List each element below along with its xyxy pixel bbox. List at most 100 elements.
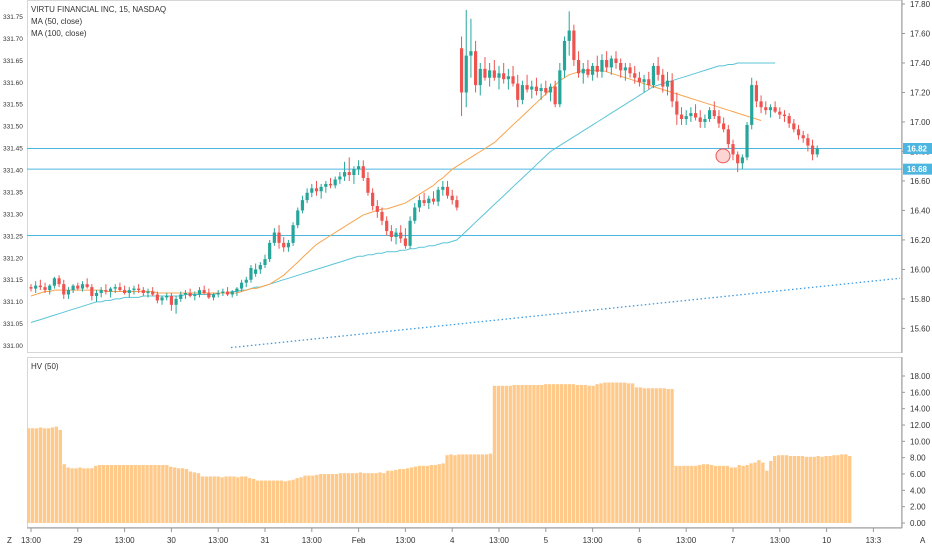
hv-bar [698,465,702,523]
time-tick-label: 13:00 [302,536,323,545]
candle [90,284,94,301]
candle [366,172,370,196]
candle-body [197,290,202,295]
hv-bar [484,454,489,523]
hv-bar [236,477,240,523]
zoom-button[interactable]: Z [7,536,12,545]
hv-bar [461,454,465,523]
hv-bar [263,480,268,523]
candle [244,276,248,288]
candle-body [375,206,379,212]
candle [609,55,613,75]
hv-bar [666,389,670,523]
hv-bar [749,463,753,523]
hv-bar [149,465,153,523]
candle-body [459,48,464,93]
candle [174,295,178,314]
hv-bar [638,387,643,523]
candle-body [759,101,763,108]
left-tick-label: 331.25 [3,233,23,240]
candle-body [651,65,656,86]
candle [488,62,492,87]
candle [394,228,398,245]
candle-body [464,55,468,93]
candle [324,180,328,193]
time-tick-label: 13:00 [489,536,510,545]
hv-bar [737,465,741,523]
hv-bar [725,465,730,523]
candle-body [165,295,169,298]
candle [600,54,604,78]
hv-bar [204,476,208,523]
candle [548,83,553,102]
candle-body [745,124,749,158]
hv-bar [54,426,58,523]
hv-bar [350,473,355,523]
hv-bar [94,465,98,523]
time-tick-label: 13:00 [115,536,136,545]
candle [726,124,730,149]
candle [408,216,412,249]
candle-body [399,232,403,239]
candle [525,74,529,93]
candle [605,51,609,72]
candle-body [413,207,417,221]
candle [810,139,815,161]
candle [132,285,136,295]
candle [197,287,202,298]
hv-bar [504,385,508,523]
hv-bar [311,475,315,523]
candle [576,51,581,78]
candle-body [268,242,272,260]
hv-bar [784,455,789,523]
candle-body [80,284,85,289]
hv-bar [121,465,126,523]
time-tick-label: 31 [261,536,270,545]
candle [62,279,66,299]
hv-bar [690,465,694,523]
hv-bar [109,465,114,523]
hv-bar [200,476,205,523]
candle [108,287,113,298]
candle [572,24,576,66]
candle-body [300,200,305,211]
hv-bar [275,480,280,523]
candle [417,195,422,212]
hv-bar [587,385,591,523]
candle-body [76,285,80,289]
candle [342,161,347,181]
candle [562,36,567,78]
hv-bar [386,470,390,523]
candle [305,188,309,204]
candle [689,107,693,122]
candle [296,207,300,229]
candle-body [619,62,623,71]
hv-bar [674,465,678,523]
candle [441,180,445,196]
auto-scale-button[interactable]: A [920,536,926,545]
hv-bar [765,470,769,523]
hv-bar [757,460,761,523]
candle-body [43,287,47,291]
hv-legend: HV (50) [31,362,59,371]
candle-body [169,295,173,305]
candle [286,239,290,252]
candle [815,145,819,158]
left-tick-label: 331.40 [3,168,23,175]
candle-body [665,80,670,87]
candle [183,290,188,299]
candle-body [516,83,520,100]
candle-body [661,74,665,87]
candle-body [408,220,412,246]
candle-body [146,291,150,294]
candle [99,287,103,298]
hv-bar [421,465,426,523]
hv-bar [125,465,130,523]
hv-bar [62,464,66,523]
candle [459,36,464,117]
candle-body [806,138,810,146]
hv-bar [46,428,51,523]
hv-bar [603,382,607,523]
candle [71,284,75,294]
